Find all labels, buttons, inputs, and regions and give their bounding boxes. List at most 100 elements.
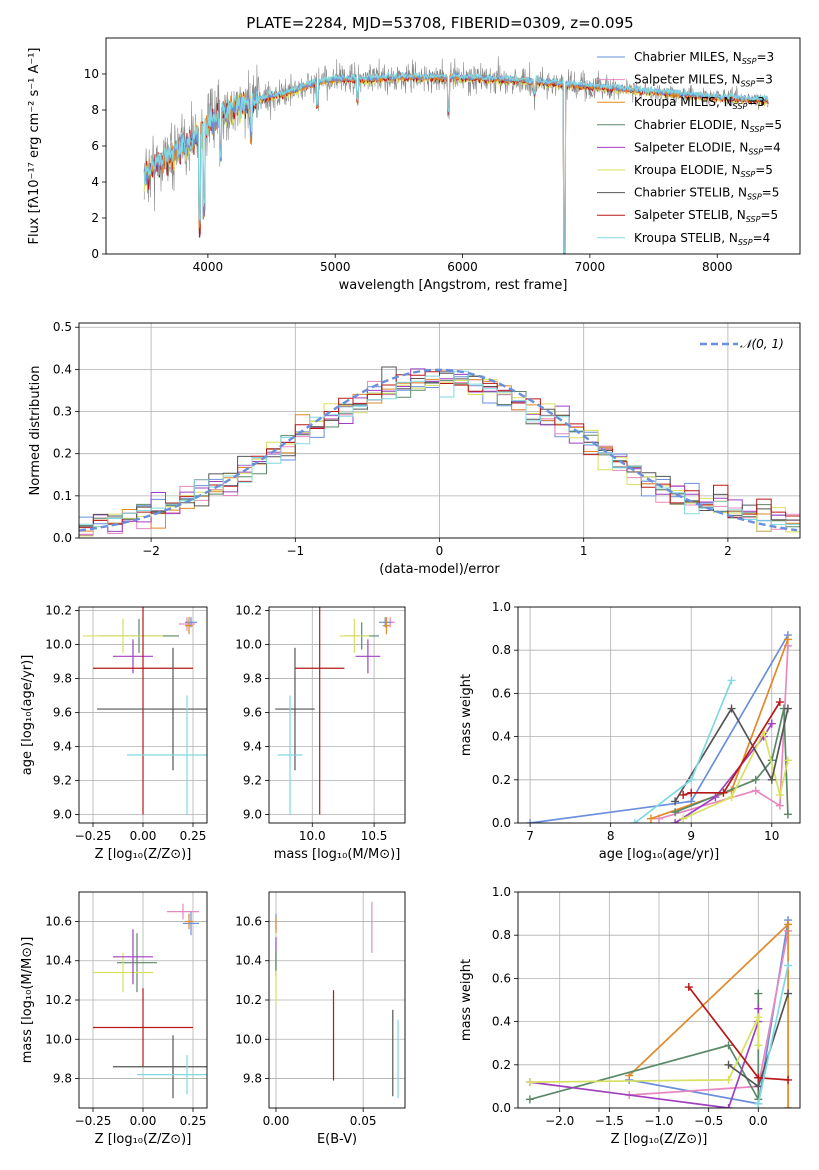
y-tick-label: 0.4: [492, 1015, 511, 1029]
y-tick-label: 0.3: [53, 405, 72, 419]
panel-age-weight: 7 8 9 10 0.0 0.2 0.4 0.6 0.8 1.0 age [log₁₀(age/yr…: [459, 600, 801, 862]
y-tick-label: 4: [91, 175, 99, 189]
weight-marker: [526, 819, 535, 823]
weight-marker: [754, 1004, 763, 1013]
y-tick-label: 0.8: [492, 643, 511, 657]
weight-marker: [767, 719, 776, 728]
x-axis-label: Z [log₁₀(Z/Z⊙)]: [95, 847, 192, 862]
x-axis-label: E(B-V): [317, 1132, 357, 1147]
y-axis-label: mass weight: [459, 674, 474, 756]
legend-entry: Salpeter STELIB, NSSP=5: [634, 208, 778, 224]
weight-marker: [724, 1075, 733, 1084]
axes-frame: [517, 891, 801, 1109]
weight-marker: [719, 788, 728, 797]
y-tick-label: 0.1: [53, 489, 72, 503]
panel-ebv-mass: 0.00 0.05 9.8 10.0 10.2 10.4 10.6 E(B-V): [235, 891, 406, 1147]
plot-area: [143, 56, 769, 254]
weight-line-chabrier_elodie: [529, 993, 760, 1101]
y-tick-label: 0.6: [492, 971, 511, 985]
gaussian-curve: [79, 368, 798, 532]
axes-frame: [268, 606, 406, 824]
x-tick-label: −0.5: [694, 1114, 723, 1128]
x-axis-label: wavelength [Angstrom, rest frame]: [339, 278, 568, 293]
y-tick-label: 9.2: [243, 773, 262, 787]
y-tick-label: 1.0: [492, 600, 511, 614]
y-tick-label: 9.0: [243, 807, 262, 821]
y-axis-label: age [log₁₀(age/yr)]: [20, 655, 35, 776]
y-tick-label: 10.4: [45, 954, 72, 968]
plot-area: [79, 892, 207, 1108]
y-tick-label: 9.8: [53, 1072, 72, 1086]
legend-entry: Salpeter MILES, NSSP=3: [634, 73, 773, 89]
y-axis-label: mass [log₁₀(M/M⊙)]: [20, 937, 35, 1064]
x-tick-label: 8: [607, 829, 615, 843]
panel-residuals: −2 −1 0 1 2 0.0 0.1 0.2 0.3 0.4 0.5 (data-model)/er…: [28, 320, 801, 577]
weight-marker: [727, 704, 736, 713]
y-tick-label: 0.2: [492, 1058, 511, 1072]
panel-z-age: −0.25 0.00 0.25 9.0 9.2 9.4 9.6 9.8 10.0 10.2 Z [l…: [20, 603, 208, 862]
weight-marker: [754, 1082, 763, 1091]
y-axis-label: Flux [fλ10⁻¹⁷ erg cm⁻² s⁻¹ A⁻¹]: [27, 48, 42, 245]
model-line-kroupa_stelib: [143, 71, 769, 254]
weight-marker: [783, 635, 792, 644]
y-tick-label: 10.2: [235, 603, 262, 617]
axes-frame: [105, 37, 801, 255]
weight-line-chabrier_miles: [529, 634, 789, 823]
legend-entry: Kroupa MILES, NSSP=3: [634, 95, 765, 111]
y-tick-label: 10.4: [235, 954, 262, 968]
legend-entry: Chabrier MILES, NSSP=3: [634, 50, 774, 66]
y-tick-label: 0.2: [492, 773, 511, 787]
legend-entry: Chabrier STELIB, NSSP=5: [634, 186, 779, 202]
x-axis-label: mass [log₁₀(M/M⊙)]: [274, 847, 401, 862]
y-tick-label: 10.6: [235, 914, 262, 928]
x-tick-label: −0.25: [75, 829, 112, 843]
x-tick-label: 0.0: [749, 1114, 768, 1128]
y-tick-label: 10.2: [45, 603, 72, 617]
y-tick-label: 10.0: [45, 637, 72, 651]
y-tick-label: 9.2: [53, 773, 72, 787]
weight-marker: [671, 819, 680, 823]
panel-mass-age: 10.0 10.5 9.0 9.2 9.4 9.6 9.8 10.0 10.2 mass [log…: [235, 603, 406, 862]
y-tick-label: 2: [91, 211, 99, 225]
axes-frame: [78, 322, 801, 539]
weight-marker: [775, 801, 784, 810]
weight-line-chabrier_stelib: [674, 706, 789, 802]
legend-entry: Kroupa ELODIE, NSSP=5: [634, 163, 773, 179]
y-axis-label: mass weight: [459, 959, 474, 1041]
plot-area: [269, 607, 405, 823]
weight-marker: [630, 819, 639, 823]
weight-marker: [724, 1041, 733, 1050]
x-axis-label: Z [log₁₀(Z/Z⊙)]: [611, 1132, 708, 1147]
weight-line-salpeter_elodie: [529, 1008, 760, 1108]
y-tick-label: 0.0: [492, 1101, 511, 1115]
weight-marker: [754, 989, 763, 998]
x-tick-label: 10: [764, 829, 779, 843]
weight-marker: [671, 797, 680, 806]
x-tick-label: 0.00: [130, 1114, 157, 1128]
y-tick-label: 8: [91, 103, 99, 117]
y-axis-label: Normed distribution: [28, 366, 43, 496]
weight-marker: [724, 1104, 733, 1108]
x-tick-label: 9: [687, 829, 695, 843]
y-tick-label: 0.6: [492, 686, 511, 700]
y-tick-label: 10.0: [235, 637, 262, 651]
plot-area: [518, 607, 800, 823]
y-tick-label: 0.4: [53, 362, 72, 376]
y-tick-label: 9.8: [243, 1072, 262, 1086]
y-tick-label: 10: [84, 67, 99, 81]
y-tick-label: 0.0: [492, 816, 511, 830]
weight-marker: [754, 1099, 763, 1108]
x-tick-label: 0.25: [180, 829, 207, 843]
weight-line-kroupa_elodie: [529, 1016, 760, 1083]
x-tick-label: −1.5: [595, 1114, 624, 1128]
x-tick-label: −1.0: [644, 1114, 673, 1128]
hist-step-kroupa_stelib: [79, 370, 800, 528]
plot-area: [269, 892, 405, 1108]
axes-frame: [78, 891, 208, 1109]
y-tick-label: 0: [91, 247, 99, 261]
legend-entry: Kroupa STELIB, NSSP=4: [634, 231, 770, 247]
weight-marker: [754, 1013, 763, 1022]
x-tick-label: 10.0: [299, 829, 326, 843]
weight-marker: [784, 989, 793, 998]
